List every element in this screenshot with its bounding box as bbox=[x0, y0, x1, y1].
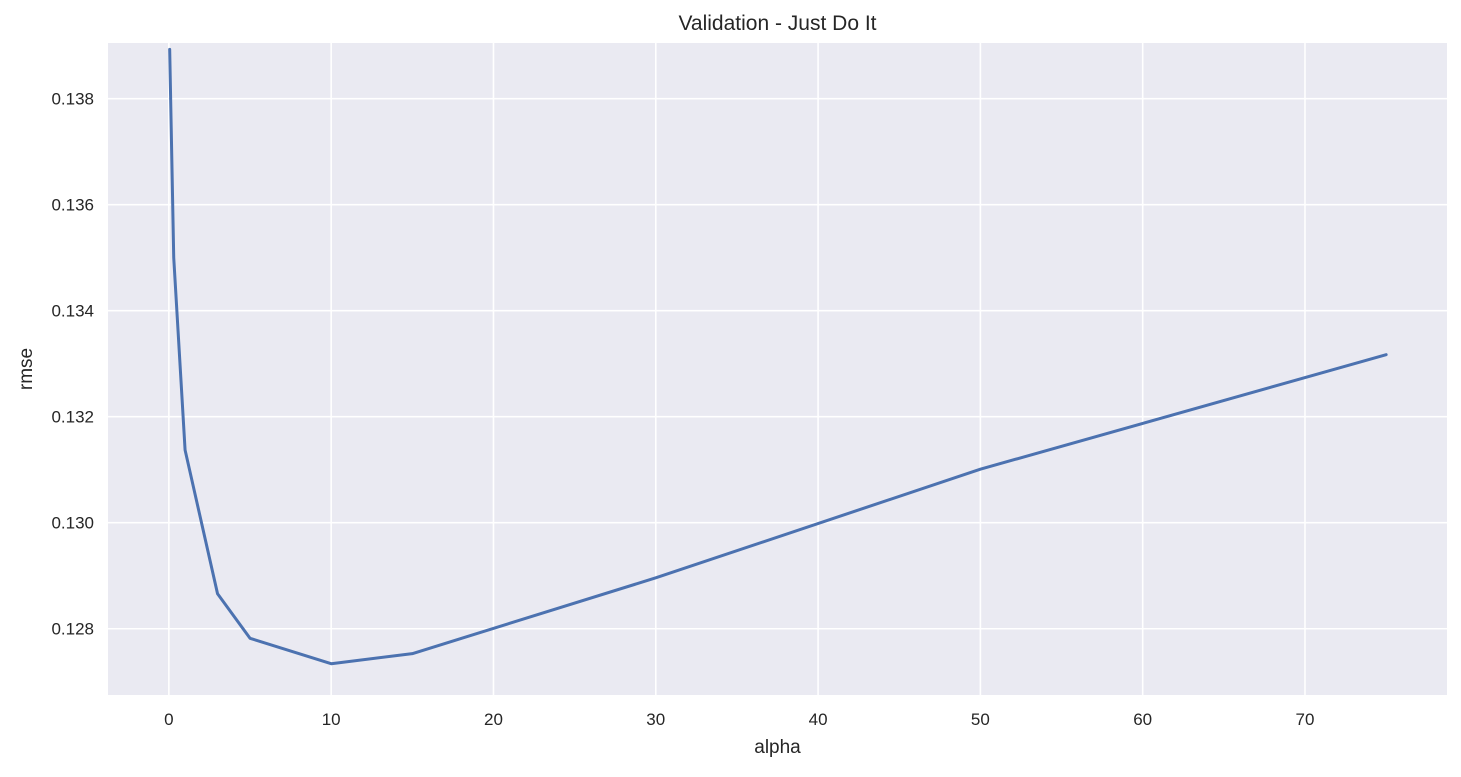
x-tick-label: 20 bbox=[484, 710, 503, 729]
x-tick-label: 50 bbox=[971, 710, 990, 729]
y-tick-label: 0.134 bbox=[51, 302, 94, 321]
y-tick-label: 0.130 bbox=[51, 514, 94, 533]
y-tick-label: 0.132 bbox=[51, 408, 94, 427]
y-tick-labels: 0.128 0.130 0.132 0.134 0.136 0.138 bbox=[51, 90, 94, 639]
chart-title: Validation - Just Do It bbox=[678, 12, 876, 35]
x-tick-label: 70 bbox=[1296, 710, 1315, 729]
grid-lines bbox=[108, 43, 1447, 695]
y-tick-label: 0.136 bbox=[51, 196, 94, 215]
x-tick-labels: 0 10 20 30 40 50 60 70 bbox=[164, 710, 1314, 729]
x-tick-label: 60 bbox=[1133, 710, 1152, 729]
y-axis-label: rmse bbox=[16, 348, 37, 390]
x-tick-label: 30 bbox=[646, 710, 665, 729]
x-tick-label: 0 bbox=[164, 710, 173, 729]
x-tick-label: 40 bbox=[809, 710, 828, 729]
series-line bbox=[168, 47, 1388, 666]
y-tick-label: 0.138 bbox=[51, 90, 94, 109]
y-tick-label: 0.128 bbox=[51, 620, 94, 639]
x-axis-label: alpha bbox=[754, 737, 801, 758]
plot-area bbox=[108, 43, 1447, 695]
x-tick-label: 10 bbox=[322, 710, 341, 729]
series-layer bbox=[168, 47, 1388, 666]
